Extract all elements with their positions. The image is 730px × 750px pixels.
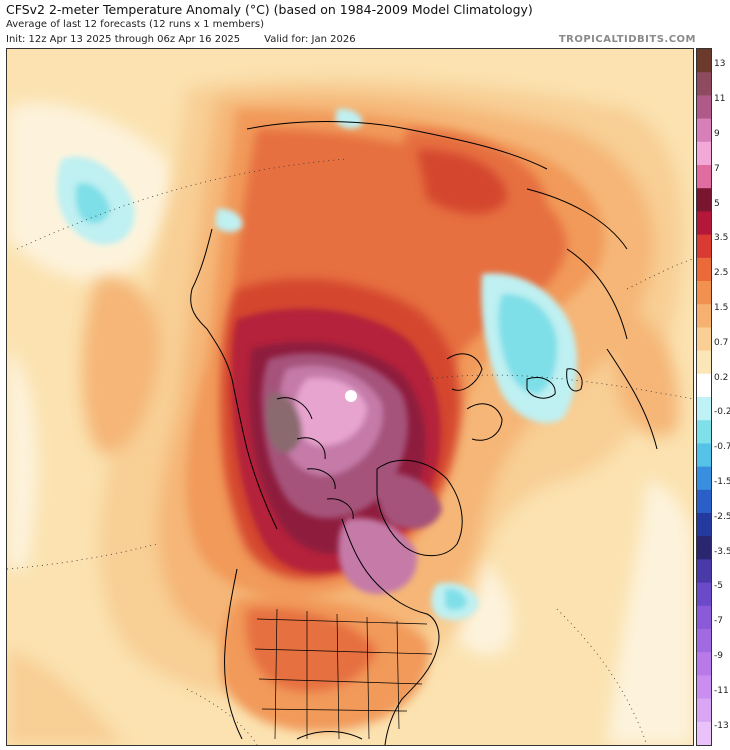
colorbar-segment <box>697 327 711 352</box>
colorbar-tick-label: -11 <box>714 685 729 696</box>
us-state-borders <box>254 608 433 740</box>
colorbar-segment <box>697 536 711 560</box>
colorbar-tick-label: -0.2 <box>714 407 730 418</box>
extreme-anomaly <box>262 353 442 594</box>
colorbar-segment <box>697 513 711 537</box>
site-brand: TROPICALTIDBITS.COM <box>558 34 696 45</box>
atlantic-cool-core <box>445 588 467 611</box>
colorbar-tick-label: -0.7 <box>714 442 730 453</box>
colorbar-tick-label: 11 <box>714 94 726 105</box>
hudson-labrador-coast <box>341 518 440 650</box>
warm-band-1-sw <box>7 649 127 745</box>
colorbar-segment <box>697 675 711 700</box>
anomaly-map <box>6 48 694 746</box>
colorbar-tick-label: -2.5 <box>714 511 730 522</box>
colorbar-segment <box>697 350 711 375</box>
colorbar-labels: 13 11 9 7 5 3.5 2.5 1.5 0.7 0.2 -0.2 -0.7 -1.5 -2.5 -3… <box>714 48 730 746</box>
north-pacific-cool-core <box>75 183 110 224</box>
anomaly-map-svg <box>7 49 693 745</box>
colorbar-tick-label: 3.5 <box>714 233 729 244</box>
colorbar-segment <box>697 698 711 723</box>
arctic-archipelago <box>276 397 354 520</box>
south-asia-neutral <box>607 479 693 745</box>
colorbar-tick-label: 13 <box>714 59 726 70</box>
gulf-coast <box>296 731 363 740</box>
us-west-coast <box>224 568 243 740</box>
inland-seas <box>526 368 583 399</box>
colorbar-tick-label: -5 <box>714 581 723 592</box>
colorbar-tick-label: 7 <box>714 163 720 174</box>
valid-text: Valid for: Jan 2026 <box>264 34 356 45</box>
colorbar-segment <box>697 234 711 259</box>
colorbar-tick-label: -3.5 <box>714 546 730 557</box>
colorbar-segment <box>697 582 711 607</box>
alaska-coast <box>190 228 278 530</box>
init-valid-line: Init: 12z Apr 13 2025 through 06z Apr 16… <box>6 34 356 45</box>
colorbar-tick-label: 1.5 <box>714 303 729 313</box>
colorbar-segment <box>697 652 711 676</box>
central-asia-warm <box>607 299 679 437</box>
colorbar-segment <box>697 211 711 236</box>
greenland-coast <box>376 459 463 557</box>
colorbar-tick-label: 0.7 <box>714 337 729 348</box>
colorbar-segment <box>697 257 711 282</box>
colorbar <box>696 48 712 746</box>
colorbar-segment <box>697 281 711 305</box>
colorbar-segment <box>697 188 711 212</box>
colorbar-segment <box>697 304 711 328</box>
east-pacific-neutral <box>7 349 38 569</box>
colorbar-tick-label: 5 <box>714 198 720 209</box>
colorbar-segment <box>697 141 711 166</box>
us-east-coast <box>384 648 438 745</box>
colorbar-segment <box>697 165 711 189</box>
map-subtitle: Average of last 12 forecasts (12 runs x … <box>6 19 264 30</box>
colorbar-tick-label: -13 <box>714 720 729 731</box>
graticule <box>7 158 693 745</box>
colorbar-segment <box>697 72 711 96</box>
colorbar-tick-label: -7 <box>714 616 723 627</box>
map-title: CFSv2 2-meter Temperature Anomaly (°C) (… <box>6 2 533 17</box>
siberia-core-warm <box>417 149 507 214</box>
north-pole-marker <box>345 390 357 402</box>
arctic-extreme-dark <box>266 393 302 453</box>
colorbar-segment <box>697 420 711 444</box>
colorbar-segment <box>697 49 711 73</box>
colorbar-segment <box>697 489 711 514</box>
graticule-line-3 <box>426 374 693 400</box>
hudson-extreme <box>338 518 418 594</box>
siberian-coast <box>246 121 548 170</box>
colorbar-tick-label: 0.2 <box>714 372 729 383</box>
colorbar-tick-label: 9 <box>714 129 720 139</box>
colorbar-segment <box>697 466 711 491</box>
colorbar-svg <box>697 49 711 746</box>
colorbar-segment <box>697 559 711 584</box>
colorbar-tick-label: 2.5 <box>714 268 729 279</box>
siberia-cool-spot <box>335 108 363 129</box>
colorbar-segment <box>697 95 711 120</box>
colorbar-segment <box>697 373 711 398</box>
colorbar-segment <box>697 605 711 630</box>
colorbar-segment <box>697 721 711 746</box>
greenland-extreme <box>378 473 442 529</box>
coastlines <box>190 121 658 745</box>
colorbar-segment <box>697 629 711 653</box>
colorbar-segment <box>697 397 711 421</box>
us-central-warm <box>246 608 377 692</box>
init-text: Init: 12z Apr 13 2025 through 06z Apr 16… <box>6 34 241 45</box>
colorbar-segment <box>697 118 711 143</box>
bering-cool <box>215 208 243 233</box>
graticule-line-4 <box>7 543 158 570</box>
colorbar-segment <box>697 443 711 468</box>
alaska-gulf-warm <box>82 277 159 455</box>
central-asia-cool-core <box>498 293 558 394</box>
colorbar-tick-label: -1.5 <box>714 477 730 487</box>
asia-borders <box>526 188 658 450</box>
colorbar-tick-label: -9 <box>714 651 723 661</box>
scandinavia-coast <box>446 353 503 441</box>
